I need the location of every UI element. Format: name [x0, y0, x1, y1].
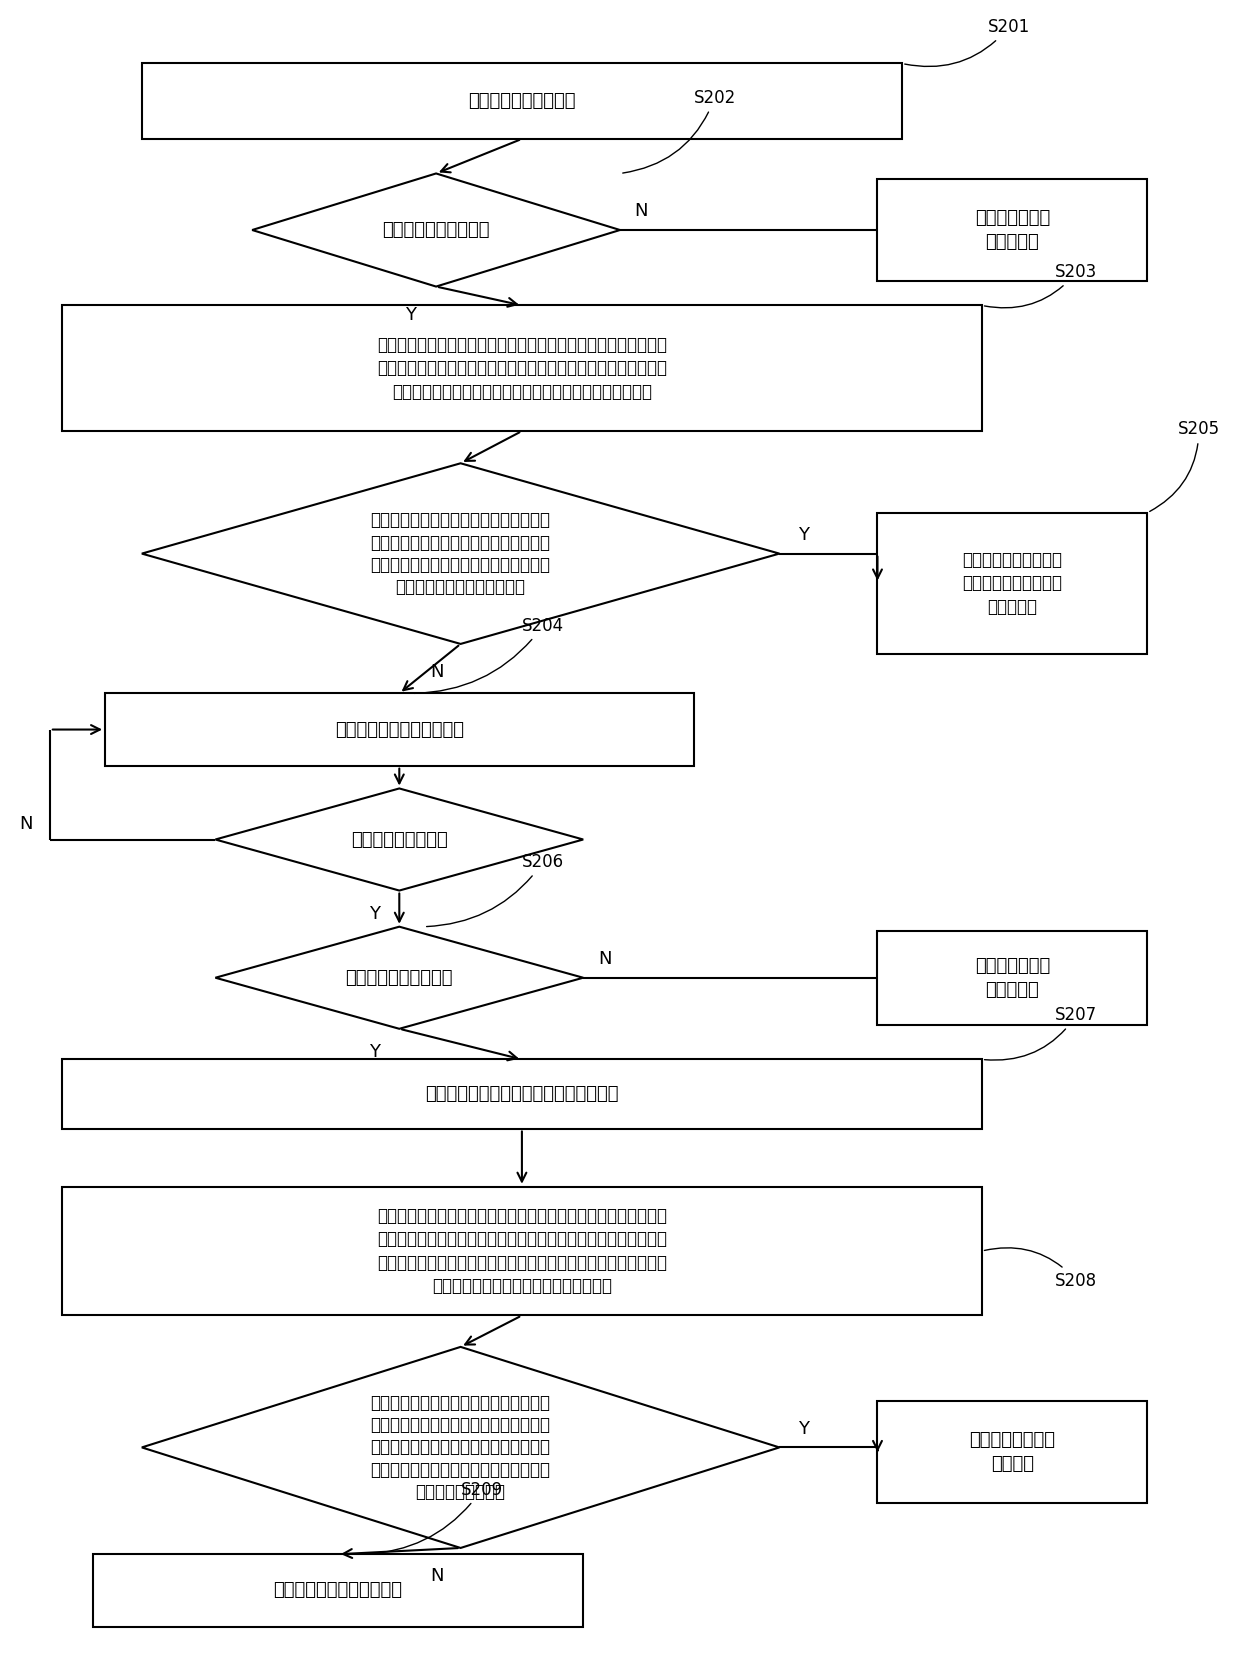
Text: 根据上述云服务输出的数据的安全标签，判断与上述云服务输出的
数据相关的云服务中是否存在与上述云服务存在利益冲突的云服务
，以及判断输出数据至上述云服务的所有云服: 根据上述云服务输出的数据的安全标签，判断与上述云服务输出的 数据相关的云服务中是…: [377, 1207, 667, 1296]
Text: N: N: [430, 663, 444, 682]
Text: Y: Y: [797, 526, 808, 544]
FancyBboxPatch shape: [105, 693, 693, 766]
Polygon shape: [216, 927, 583, 1029]
Text: Y: Y: [368, 905, 379, 923]
Text: S202: S202: [622, 89, 735, 173]
Text: 更新上述云服务所输出的数据的安全标签: 更新上述云服务所输出的数据的安全标签: [425, 1085, 619, 1103]
Text: 禁止该数据输入上述云服务: 禁止该数据输入上述云服务: [335, 720, 464, 739]
FancyBboxPatch shape: [62, 1187, 982, 1315]
FancyBboxPatch shape: [878, 1400, 1147, 1503]
Text: S203: S203: [985, 264, 1097, 307]
FancyBboxPatch shape: [62, 306, 982, 432]
Text: N: N: [635, 201, 649, 220]
Polygon shape: [252, 173, 620, 287]
FancyBboxPatch shape: [878, 930, 1147, 1024]
FancyBboxPatch shape: [62, 1059, 982, 1128]
Text: 输出的数据为敏感数据: 输出的数据为敏感数据: [346, 969, 453, 987]
Text: 禁止该数据流出上述云服务: 禁止该数据流出上述云服务: [274, 1582, 403, 1600]
FancyBboxPatch shape: [878, 512, 1147, 655]
Text: 允许该数据输入
上述云服务: 允许该数据输入 上述云服务: [975, 210, 1050, 250]
FancyBboxPatch shape: [141, 64, 901, 139]
Text: 允许该数据流出
上述云服务: 允许该数据流出 上述云服务: [975, 957, 1050, 999]
Text: 与该数据相关的云服务中不存在与上述云
服务存在利益冲突的云服务，或者输出数
据至上述云服务的所有云服务中不存在与
该数据存在利益冲突的云服务: 与该数据相关的云服务中不存在与上述云 服务存在利益冲突的云服务，或者输出数 据至…: [371, 512, 551, 596]
Text: S209: S209: [366, 1481, 502, 1555]
Text: S204: S204: [414, 616, 564, 693]
FancyBboxPatch shape: [93, 1555, 583, 1627]
Text: S208: S208: [985, 1247, 1097, 1289]
Text: N: N: [598, 950, 611, 967]
Text: 允许该数据输入上述云
服务，更新上述云服务
的安全标签: 允许该数据输入上述云 服务，更新上述云服务 的安全标签: [962, 551, 1063, 616]
Text: S201: S201: [905, 18, 1030, 67]
Text: S207: S207: [985, 1006, 1097, 1059]
Text: N: N: [19, 814, 32, 833]
Polygon shape: [216, 789, 583, 890]
Text: 允许该数据流出上
述服务器: 允许该数据流出上 述服务器: [970, 1431, 1055, 1472]
Text: Y: Y: [797, 1419, 808, 1437]
Text: N: N: [430, 1567, 444, 1585]
FancyBboxPatch shape: [878, 180, 1147, 280]
Text: 根据该数据的安全标签，判断与该数据相关的云服务中是否存在与
上述云服务存在利益冲突的云服务，以及判断输出数据至上述云服
务的所有云服务中是否存在与该数据存在利益: 根据该数据的安全标签，判断与该数据相关的云服务中是否存在与 上述云服务存在利益冲…: [377, 336, 667, 401]
Text: 上述云服务输出数据: 上述云服务输出数据: [351, 831, 448, 848]
Text: Y: Y: [368, 1043, 379, 1061]
Text: S205: S205: [1149, 420, 1220, 512]
Polygon shape: [141, 463, 780, 645]
Text: 获取的数据为敏感数据: 获取的数据为敏感数据: [382, 222, 490, 238]
Text: 与上述云服务输出的数据相关的云服务中
不存在与上述云服务存在利益冲突的云服
务，或者输出数据至上述云服务的所有云
服务中不存在与上述云服务输出的数据存
在利益冲: 与上述云服务输出的数据相关的云服务中 不存在与上述云服务存在利益冲突的云服 务，…: [371, 1394, 551, 1501]
Text: S206: S206: [427, 853, 564, 927]
Text: Y: Y: [405, 306, 417, 324]
Text: 获取输入云服务的数据: 获取输入云服务的数据: [469, 92, 575, 111]
Polygon shape: [141, 1347, 780, 1548]
